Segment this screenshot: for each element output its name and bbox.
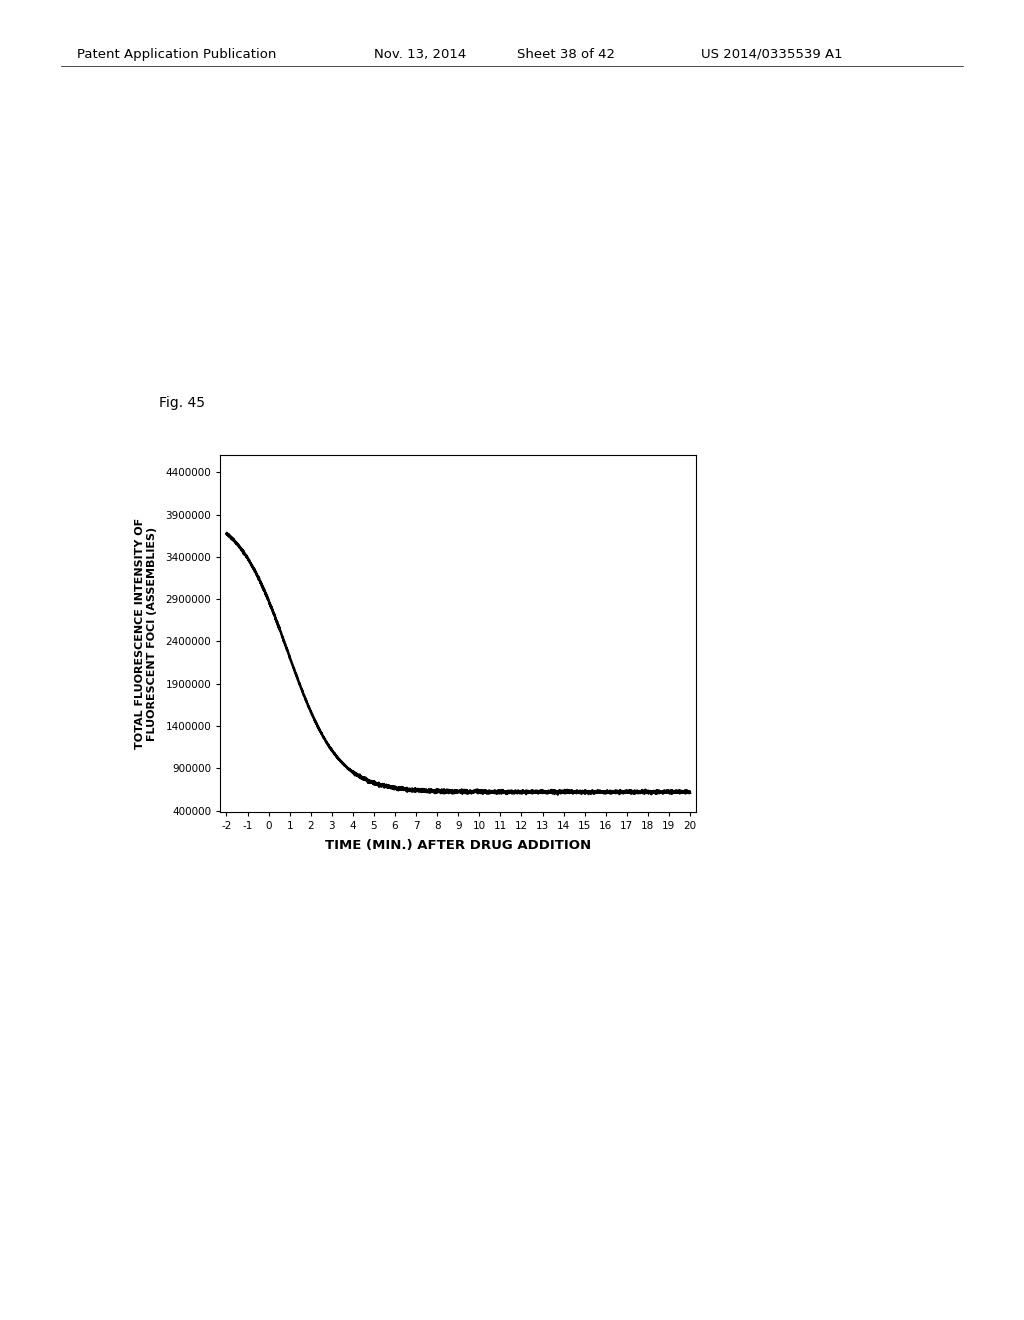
Text: Nov. 13, 2014: Nov. 13, 2014 xyxy=(374,48,466,61)
Text: US 2014/0335539 A1: US 2014/0335539 A1 xyxy=(701,48,843,61)
Text: Sheet 38 of 42: Sheet 38 of 42 xyxy=(517,48,615,61)
Text: Patent Application Publication: Patent Application Publication xyxy=(77,48,276,61)
X-axis label: TIME (MIN.) AFTER DRUG ADDITION: TIME (MIN.) AFTER DRUG ADDITION xyxy=(326,840,591,853)
Y-axis label: TOTAL FLUORESCENCE INTENSITY OF
FLUORESCENT FOCI (ASSEMBLIES): TOTAL FLUORESCENCE INTENSITY OF FLUORESC… xyxy=(135,517,157,750)
Text: Fig. 45: Fig. 45 xyxy=(159,396,205,411)
